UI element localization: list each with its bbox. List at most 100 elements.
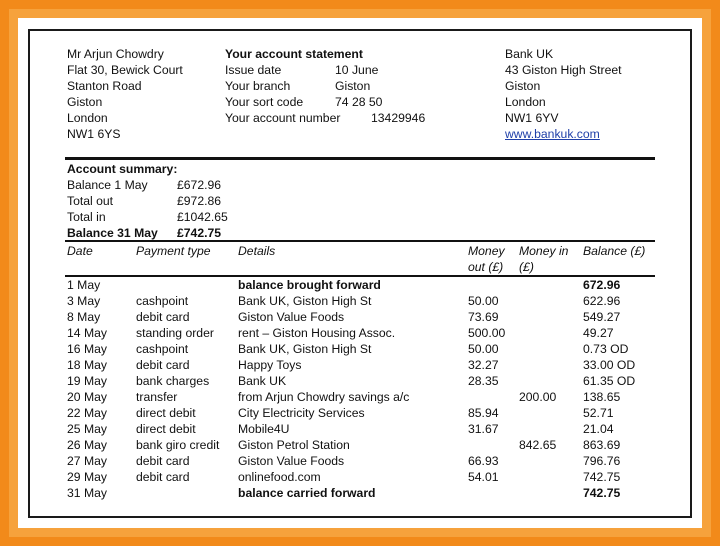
sort-code-label: Your sort code [225,95,304,109]
table-row: 18 May debit card Happy Toys 32.27 33.00 OD [0,357,720,373]
summary-label: Balance 31 May [67,226,158,240]
cell-date: 14 May [67,326,107,340]
cell-balance: 49.27 [583,326,614,340]
header-details: Details [238,244,276,258]
cell-date: 25 May [67,422,107,436]
cell-payment-type: standing order [136,326,214,340]
bank-name: Bank UK [505,47,554,61]
cell-date: 16 May [67,342,107,356]
cell-balance: 52.71 [583,406,614,420]
cell-date: 1 May [67,278,101,292]
cell-balance: 0.73 OD [583,342,629,356]
cell-money-out: 28.35 [468,374,499,388]
cell-balance: 672.96 [583,278,621,292]
divider [65,157,655,160]
table-row: 27 May debit card Giston Value Foods 66.93 7… [0,453,720,469]
bank-address-line: London [505,95,546,109]
cell-money-in: 200.00 [519,390,557,404]
statement-title: Your account statement [225,47,363,61]
cell-date: 18 May [67,358,107,372]
cell-money-out: 73.69 [468,310,499,324]
cell-date: 8 May [67,310,101,324]
table-row: 22 May direct debit City Electricity Servi… [0,405,720,421]
header-money-out: Money [468,244,505,258]
account-number-label: Your account number [225,111,341,125]
table-row: 31 May balance carried forward 742.75 [0,485,720,501]
summary-label: Total in [67,210,106,224]
cell-balance: 863.69 [583,438,621,452]
account-number-value: 13429946 [371,111,426,125]
cell-details: Mobile4U [238,422,290,436]
cell-details: City Electricity Services [238,406,365,420]
summary-value: £672.96 [177,178,222,192]
header-money-out-unit: out (£) [468,260,504,274]
summary-value: £742.75 [177,226,222,240]
bank-address-line: 43 Giston High Street [505,63,622,77]
cell-date: 22 May [67,406,107,420]
cell-balance: 742.75 [583,470,621,484]
table-row: 3 May cashpoint Bank UK, Giston High St 50.… [0,293,720,309]
cell-payment-type: bank giro credit [136,438,220,452]
issue-date-value: 10 June [335,63,379,77]
cell-payment-type: debit card [136,470,190,484]
cell-money-out: 85.94 [468,406,499,420]
cell-money-out: 50.00 [468,294,499,308]
cell-date: 27 May [67,454,107,468]
cell-details: balance brought forward [238,278,381,292]
statement-panel [28,29,692,518]
cell-money-out: 54.01 [468,470,499,484]
cell-details: Bank UK, Giston High St [238,294,372,308]
summary-value: £972.86 [177,194,222,208]
cell-balance: 742.75 [583,486,621,500]
header-date: Date [67,244,93,258]
cell-money-out: 66.93 [468,454,499,468]
summary-label: Total out [67,194,114,208]
cell-money-out: 50.00 [468,342,499,356]
cell-payment-type: cashpoint [136,294,189,308]
cell-money-out: 32.27 [468,358,499,372]
customer-address-line: Stanton Road [67,79,142,93]
table-row: 14 May standing order rent – Giston Housin… [0,325,720,341]
cell-payment-type: transfer [136,390,178,404]
cell-balance: 549.27 [583,310,621,324]
cell-date: 19 May [67,374,107,388]
cell-payment-type: debit card [136,310,190,324]
cell-details: Bank UK [238,374,287,388]
header-money-in-unit: (£) [519,260,534,274]
bank-website-link[interactable]: www.bankuk.com [505,127,600,141]
cell-details: Giston Petrol Station [238,438,350,452]
header-money-in: Money in [519,244,569,258]
footer-mark [16,524,17,529]
table-row: 1 May balance brought forward 672.96 [0,277,720,293]
cell-details: Happy Toys [238,358,302,372]
table-row: 29 May debit card onlinefood.com 54.01 742.7… [0,469,720,485]
cell-date: 31 May [67,486,107,500]
cell-payment-type: debit card [136,358,190,372]
header-payment-type: Payment type [136,244,211,258]
summary-title: Account summary: [67,162,178,176]
sort-code-value: 74 28 50 [335,95,383,109]
header-balance: Balance (£) [583,244,646,258]
cell-payment-type: direct debit [136,406,196,420]
cell-balance: 622.96 [583,294,621,308]
customer-postcode: NW1 6YS [67,127,121,141]
cell-money-out: 31.67 [468,422,499,436]
table-row: 25 May direct debit Mobile4U 31.67 21.04 [0,421,720,437]
cell-balance: 61.35 OD [583,374,636,388]
cell-details: onlinefood.com [238,470,321,484]
cell-payment-type: direct debit [136,422,196,436]
divider [65,240,655,242]
divider [65,275,655,277]
cell-balance: 138.65 [583,390,621,404]
cell-money-in: 842.65 [519,438,557,452]
cell-money-out: 500.00 [468,326,506,340]
table-row: 8 May debit card Giston Value Foods 73.69 54… [0,309,720,325]
cell-details: Giston Value Foods [238,454,345,468]
cell-payment-type: bank charges [136,374,210,388]
cell-balance: 33.00 OD [583,358,636,372]
cell-payment-type: cashpoint [136,342,189,356]
table-row: 19 May bank charges Bank UK 28.35 61.35 OD [0,373,720,389]
issue-date-label: Issue date [225,63,282,77]
bank-address-line: Giston [505,79,541,93]
branch-value: Giston [335,79,371,93]
